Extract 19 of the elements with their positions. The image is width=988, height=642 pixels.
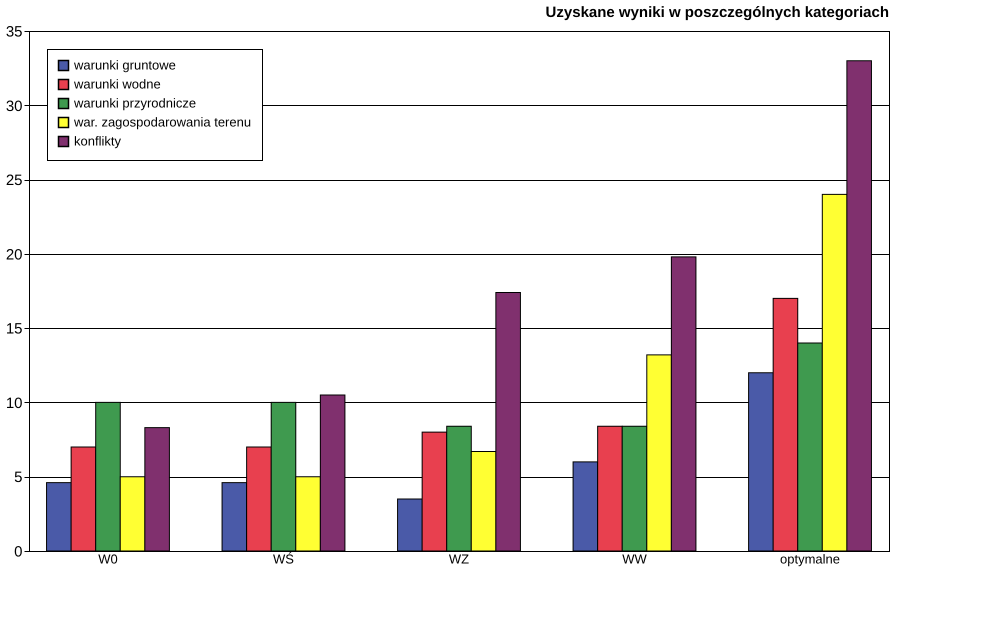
y-tick-label: 25: [6, 172, 22, 190]
y-tick-label: 20: [6, 246, 22, 264]
x-tick-label: WŚ: [273, 552, 294, 566]
legend-label: warunki gruntowe: [73, 58, 176, 72]
legend-label: war. zagospodarowania terenu: [73, 114, 252, 130]
y-tick-label: 0: [14, 544, 22, 560]
x-tick-label: optymalne: [780, 552, 840, 566]
y-tick-label: 5: [14, 469, 22, 486]
y-tick-label: 15: [6, 320, 22, 338]
legend-label: konflikty: [74, 134, 122, 148]
legend-label: warunki wodne: [73, 76, 161, 92]
x-tick-label: W0: [98, 552, 118, 566]
y-tick-label: 10: [6, 394, 22, 412]
legend-label: warunki przyrodnicze: [73, 96, 196, 110]
x-tick-label: WW: [622, 552, 648, 566]
chart-title: Uzyskane wyniki w poszczególnych kategoriach: [546, 4, 889, 21]
x-tick-label: WZ: [448, 552, 470, 566]
y-tick-label: 35: [6, 24, 22, 40]
y-tick-label: 30: [6, 98, 22, 115]
